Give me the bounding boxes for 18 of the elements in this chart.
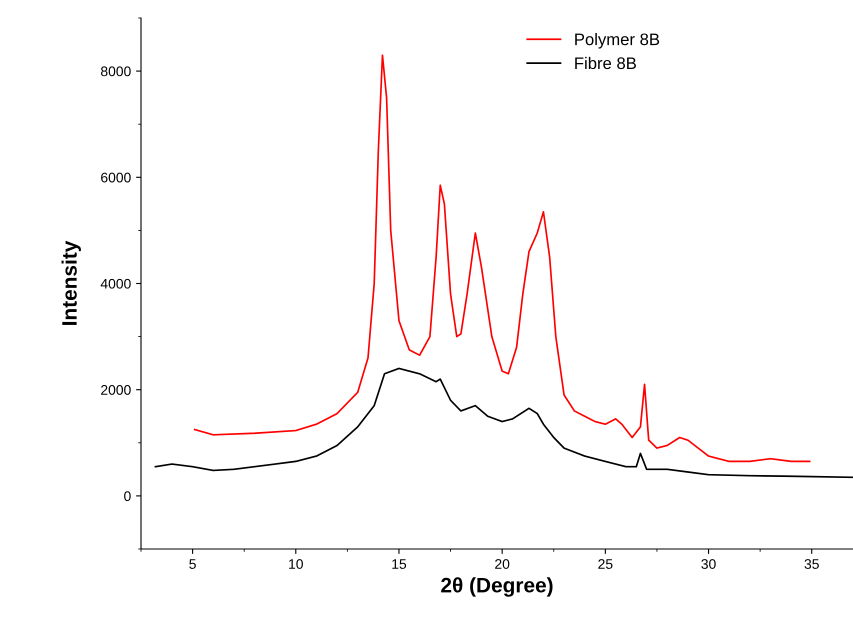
x-tick-label: 10 (289, 559, 303, 569)
x-tick-label: 20 (495, 559, 510, 569)
x-axis-title: 2θ (Degree) (441, 577, 553, 597)
legend-label: Polymer 8B (575, 33, 660, 49)
x-tick-label: 30 (701, 559, 716, 569)
x-tick-label: 35 (804, 559, 819, 569)
y-axis-title: Intensity (62, 240, 81, 325)
x-tick-label: 15 (392, 559, 406, 569)
x-tick-label: 5 (189, 559, 196, 569)
line-series (154, 368, 853, 478)
y-tick-label: 0 (124, 491, 131, 502)
x-tick-label: 25 (598, 559, 612, 569)
y-tick-label: 2000 (101, 385, 131, 395)
y-tick-label: 6000 (101, 172, 131, 182)
y-tick-label: 8000 (100, 66, 131, 76)
line-series (194, 54, 810, 462)
y-tick-label: 4000 (100, 278, 131, 289)
legend-label: Fibre 8B (575, 56, 636, 70)
